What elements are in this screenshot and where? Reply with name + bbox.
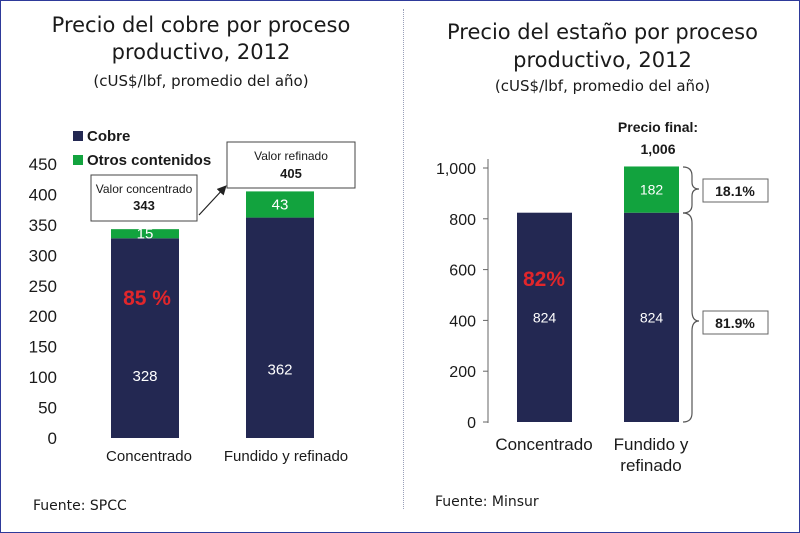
y-tick-label: 450 bbox=[29, 155, 57, 174]
bar-value-label: 362 bbox=[267, 362, 292, 379]
y-tick-label: 400 bbox=[29, 185, 57, 204]
panel-divider bbox=[403, 9, 404, 509]
copper-subtitle: (cUS$/lbf, promedio del año) bbox=[93, 72, 309, 90]
tin-chart: 0 200 400 600 800 1,000 824 824 182 Precio fina… bbox=[436, 119, 769, 475]
y-tick-label: 150 bbox=[29, 338, 57, 357]
tin-subtitle: (cUS$/lbf, promedio del año) bbox=[494, 77, 711, 95]
copper-percent-label: 85 % bbox=[123, 287, 171, 310]
bar-segment bbox=[246, 191, 314, 218]
y-tick-label: 800 bbox=[449, 212, 476, 229]
bar-segment bbox=[624, 166, 679, 213]
y-tick-label: 200 bbox=[449, 364, 476, 381]
y-tick-label: 400 bbox=[449, 313, 476, 330]
y-tick-label: 250 bbox=[29, 277, 57, 296]
tin-bracket-bottom bbox=[682, 212, 700, 423]
y-tick-label: 200 bbox=[29, 307, 57, 326]
bar-segment bbox=[111, 238, 179, 438]
tin-y-axis-ticks: 0 200 400 600 800 1,000 bbox=[436, 161, 488, 432]
tin-category-label-1: Concentrado bbox=[495, 435, 592, 454]
copper-chart: 0 50 100 150 200 250 300 350 400 450 328 15 362 43 C… bbox=[29, 128, 356, 465]
callout-box-refinado bbox=[226, 141, 356, 189]
legend-label-otros: Otros contenidos bbox=[87, 152, 211, 169]
tin-bracket-box-top bbox=[702, 178, 769, 203]
copper-category-label-2: Fundido y refinado bbox=[224, 448, 348, 465]
callout-value-refinado: 405 bbox=[280, 166, 302, 181]
y-tick-label: 600 bbox=[449, 263, 476, 280]
copper-category-label-1: Concentrado bbox=[106, 448, 192, 465]
tin-bracket-label-bottom: 81.9% bbox=[715, 315, 755, 331]
tin-title-line1: Precio del estaño por proceso bbox=[447, 20, 758, 44]
bar-value-label: 328 bbox=[132, 368, 157, 385]
y-tick-label: 0 bbox=[48, 429, 57, 448]
tin-bars: 824 824 182 bbox=[517, 166, 679, 422]
callout-value-concentrado: 343 bbox=[133, 198, 155, 213]
y-tick-label: 100 bbox=[29, 368, 57, 387]
tin-bracket-label-top: 18.1% bbox=[715, 183, 755, 199]
copper-y-axis-ticks: 0 50 100 150 200 250 300 350 400 450 bbox=[29, 155, 57, 448]
tin-source: Fuente: Minsur bbox=[435, 494, 539, 510]
copper-title-line1: Precio del cobre por proceso bbox=[51, 13, 351, 37]
legend-swatch-cobre bbox=[73, 131, 83, 141]
copper-panel: Precio del cobre por proceso productivo,… bbox=[1, 1, 401, 532]
callout-arrow bbox=[198, 185, 227, 216]
callout-box-concentrado bbox=[90, 174, 198, 222]
bar-segment bbox=[624, 212, 679, 422]
copper-bars: 328 15 362 43 bbox=[111, 191, 314, 438]
y-tick-label: 1,000 bbox=[436, 161, 476, 178]
tin-percent-label: 82% bbox=[523, 268, 565, 291]
y-tick-label: 0 bbox=[467, 415, 476, 432]
tin-bracket-top bbox=[682, 166, 700, 214]
callout-label-concentrado: Valor concentrado bbox=[96, 182, 193, 196]
tin-bracket-box-bottom bbox=[702, 310, 769, 335]
y-tick-label: 50 bbox=[38, 399, 57, 418]
bar-value-label: 182 bbox=[640, 182, 664, 198]
y-tick-label: 350 bbox=[29, 216, 57, 235]
tin-title-line2: productivo, 2012 bbox=[513, 48, 692, 72]
tin-category-label-2-line1: Fundido y bbox=[614, 435, 689, 454]
bar-segment bbox=[246, 217, 314, 438]
bar-value-label: 43 bbox=[272, 196, 289, 213]
legend-label-cobre: Cobre bbox=[87, 128, 130, 145]
legend-swatch-otros bbox=[73, 155, 83, 165]
callout-label-refinado: Valor refinado bbox=[254, 149, 328, 163]
tin-final-price-value: 1,006 bbox=[640, 141, 675, 157]
bar-value-label: 824 bbox=[640, 309, 664, 325]
bar-segment bbox=[111, 229, 179, 239]
tin-category-label-2-line2: refinado bbox=[620, 456, 681, 475]
copper-title-line2: productivo, 2012 bbox=[111, 40, 291, 64]
tin-final-price-label: Precio final: bbox=[618, 119, 698, 135]
tin-panel: Precio del estaño por proceso productivo… bbox=[406, 1, 799, 532]
copper-source: Fuente: SPCC bbox=[33, 498, 127, 514]
y-tick-label: 300 bbox=[29, 246, 57, 265]
bar-value-label: 15 bbox=[137, 226, 154, 243]
bar-segment bbox=[517, 212, 572, 422]
bar-value-label: 824 bbox=[533, 309, 557, 325]
